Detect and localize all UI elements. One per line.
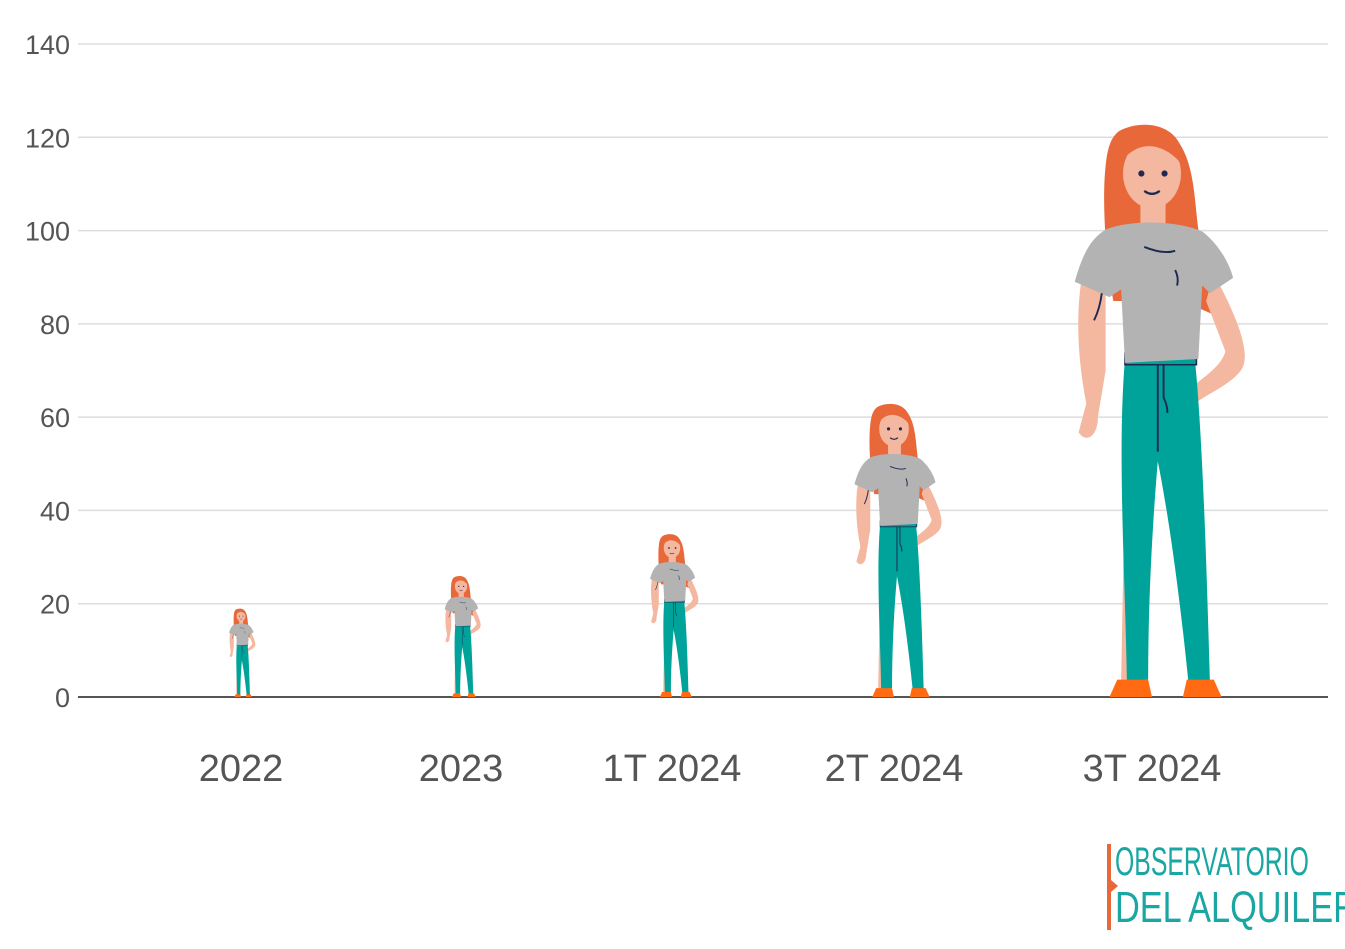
y-tick-label: 140: [25, 30, 70, 60]
woman-figure-icon: [649, 533, 699, 698]
logo-line-1: OBSERVATORIO: [1115, 840, 1309, 884]
observatorio-logo: OBSERVATORIO DEL ALQUILER: [1107, 840, 1345, 932]
logo-accent-bar: [1107, 844, 1111, 930]
figure-mark-1t-2024: [649, 533, 699, 698]
x-category-label: 2022: [199, 748, 284, 790]
figure-mark-3t-2024: [1073, 123, 1246, 699]
figure-mark-2022: [228, 608, 256, 698]
figure-marks: [228, 123, 1246, 699]
woman-figure-icon: [444, 575, 481, 698]
logo-line-2: DEL ALQUILER: [1115, 883, 1345, 932]
x-category-label: 3T 2024: [1083, 748, 1222, 790]
woman-figure-icon: [1073, 123, 1246, 699]
y-tick-label: 80: [40, 310, 70, 340]
figure-mark-2023: [444, 575, 481, 698]
logo-accent-triangle: [1111, 880, 1118, 892]
y-tick-label: 100: [25, 217, 70, 247]
x-category-label: 2T 2024: [825, 748, 964, 790]
figure-mark-2t-2024: [853, 403, 943, 698]
y-tick-label: 40: [40, 496, 70, 526]
x-category-label: 2023: [419, 748, 504, 790]
y-tick-label: 20: [40, 590, 70, 620]
gridlines: [78, 43, 1328, 605]
y-tick-label: 120: [25, 123, 70, 153]
x-axis-categories: 2022 2023 1T 2024 2T 2024 3T 2024: [199, 748, 1222, 790]
y-tick-label: 0: [55, 683, 70, 713]
x-category-label: 1T 2024: [603, 748, 742, 790]
woman-figure-icon: [228, 608, 256, 698]
y-tick-label: 60: [40, 403, 70, 433]
y-axis-ticks: 0 20 40 60 80 100 120 140: [25, 30, 70, 713]
woman-figure-icon: [853, 403, 943, 698]
